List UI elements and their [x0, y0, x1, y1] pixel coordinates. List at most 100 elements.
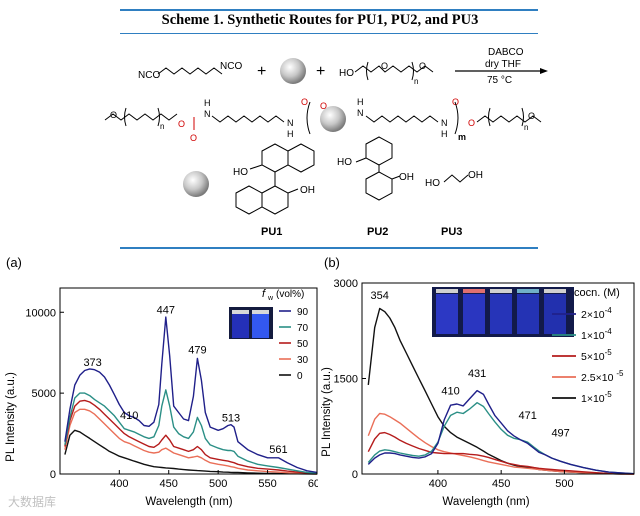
- chart-a-legend-title-sub: w: [267, 295, 274, 302]
- product-m: m: [458, 132, 466, 142]
- chart-0-x-tick-label: 550: [258, 478, 276, 490]
- chart-0-y-tick-label: 5000: [32, 388, 56, 400]
- product-o4: O: [468, 118, 475, 128]
- chart-1-y-tick-label: 0: [352, 469, 358, 481]
- plus-sign-2: +: [316, 63, 325, 80]
- chart-a-inset-photo: [229, 307, 273, 339]
- binol-structure: [235, 143, 315, 215]
- chart-a-plot-area: 4004505005506000500010000373410447479513…: [25, 287, 318, 490]
- chart-0-x-tick-label: 400: [110, 478, 128, 490]
- product-bracket-n2: [488, 107, 524, 127]
- product-peg-right: [476, 115, 542, 123]
- chart-1-peak-label: 354: [371, 290, 389, 302]
- product-bracket-m-right: [454, 101, 459, 135]
- product-n2: N: [287, 118, 294, 128]
- chart-0-y-tick-label: 10000: [25, 307, 56, 319]
- chart-0-peak-label: 373: [83, 357, 101, 369]
- product-o2: O: [178, 119, 185, 129]
- chart-1-legend-label: 1×10: [581, 393, 605, 405]
- diol-ball-icon: [280, 58, 306, 84]
- ethylene-glycol-structure: [443, 174, 469, 183]
- peg-ho-label: HO: [339, 68, 354, 79]
- chart-b-legend-title: cocn. (M): [574, 287, 620, 299]
- chart-1-peak-label: 431: [468, 368, 486, 380]
- biphenol-structure: [355, 136, 401, 201]
- product-ball-icon: [320, 106, 346, 132]
- chart-1-legend-exponent: -4: [605, 327, 613, 336]
- chart-0-peak-label: 479: [188, 345, 206, 357]
- chart-1-y-tick-label: 3000: [334, 278, 358, 290]
- reaction-temperature: 75 °C: [487, 75, 512, 86]
- watermark: 大数据库: [8, 495, 57, 509]
- chart-b-ylabel: PL Intensity (a.u.): [321, 367, 333, 457]
- pu2-ho: HO: [337, 157, 352, 168]
- chart-0-x-tick-label: 450: [160, 478, 178, 490]
- chart-1-x-tick-label: 450: [492, 478, 510, 490]
- pu2-label: PU2: [367, 226, 388, 238]
- chart-1-legend-label: 2.5×10: [581, 372, 614, 384]
- chart-b-plot-area: 400 450 500 0 1500 3000 354 410 431 471 497: [334, 278, 635, 490]
- chart-1-peak-label: 410: [441, 386, 459, 398]
- chart-b-inset-photo: [432, 287, 574, 337]
- chart-a-panel-label: (a): [6, 255, 22, 270]
- chart-1-legend-label: 5×10: [581, 351, 605, 363]
- product-n1: N: [204, 109, 211, 119]
- plus-sign-1: +: [257, 63, 266, 80]
- product-n: n: [160, 122, 164, 131]
- product-nh2: H: [287, 129, 294, 139]
- product-n4: N: [441, 118, 448, 128]
- chart-a-legend: f w (vol%) 90 70 50 30 0: [262, 288, 309, 382]
- chart-1-series-line-2: [367, 431, 635, 475]
- chart-1-legend-exponent: -4: [605, 306, 613, 315]
- pu3-label: PU3: [441, 226, 462, 238]
- product-bracket-m-left: [306, 101, 311, 135]
- chart-1-legend-label: 2×10: [581, 309, 605, 321]
- peg-bracket: [366, 61, 414, 81]
- peg-oxygen: O: [381, 61, 388, 71]
- diol-legend-ball-icon: [183, 171, 209, 197]
- chart-b-panel-label: (b): [324, 255, 340, 270]
- chart-1-x-tick-label: 500: [555, 478, 573, 490]
- product-o3: O: [320, 101, 327, 111]
- product-hexyl-2: [365, 115, 439, 123]
- product-o1: O: [110, 110, 117, 120]
- reaction-solvent: dry THF: [485, 59, 521, 70]
- peg-chain: [354, 65, 434, 73]
- synthesis-scheme: NCO NCO + + HO O O n DABCO dry THF 75 °C…: [104, 47, 548, 238]
- chart-0-series-line-3: [64, 408, 318, 475]
- peg-oxygen-2: O: [419, 61, 426, 71]
- chart-1-legend-exponent: -5: [605, 348, 613, 357]
- chart-b: (b) PL Intensity (a.u.) Wavelength (nm) …: [321, 255, 635, 508]
- chart-0-legend-label: 90: [297, 307, 309, 318]
- chart-b-xlabel: Wavelength (nm): [442, 496, 529, 508]
- reaction-catalyst: DABCO: [488, 47, 524, 58]
- product-carbonyl-o1: O: [190, 133, 197, 143]
- chart-1-legend-exponent: -5: [605, 390, 613, 399]
- chart-0-peak-label: 513: [222, 413, 240, 425]
- chart-0-y-tick-label: 0: [50, 469, 56, 481]
- chart-0-x-tick-label: 500: [209, 478, 227, 490]
- product-peg-left: [104, 113, 178, 121]
- chart-1-series-line-1: [367, 401, 635, 475]
- chart-1-peak-label: 471: [519, 410, 537, 422]
- chart-1-legend-exponent: -5: [616, 369, 624, 378]
- chart-0-frame: [59, 287, 318, 475]
- product-nh1: H: [204, 98, 211, 108]
- pu1-oh: OH: [300, 185, 315, 196]
- chart-0-peak-label: 410: [120, 410, 138, 422]
- chart-0-legend-label: 50: [297, 339, 309, 350]
- reaction-arrowhead: [540, 68, 548, 74]
- pu3-oh: OH: [468, 170, 483, 181]
- diisocyanate-right-label: NCO: [220, 61, 242, 72]
- chart-1-x-tick-label: 400: [429, 478, 447, 490]
- product-bracket-n: [124, 107, 160, 127]
- product-hexyl-1: [211, 115, 285, 123]
- chart-a-legend-title-unit: (vol%): [276, 289, 304, 300]
- chart-0-legend-label: 0: [297, 371, 303, 382]
- chart-1-series-line-3: [367, 412, 634, 475]
- scheme-bottom-rule: [120, 247, 538, 249]
- pu1-ho: HO: [233, 167, 248, 178]
- chart-1-y-tick-label: 1500: [334, 374, 358, 386]
- product-n-right: n: [524, 123, 528, 132]
- chart-1-legend-label: 1×10: [581, 330, 605, 342]
